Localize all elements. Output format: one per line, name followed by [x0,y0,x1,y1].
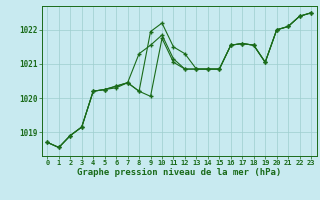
X-axis label: Graphe pression niveau de la mer (hPa): Graphe pression niveau de la mer (hPa) [77,168,281,177]
